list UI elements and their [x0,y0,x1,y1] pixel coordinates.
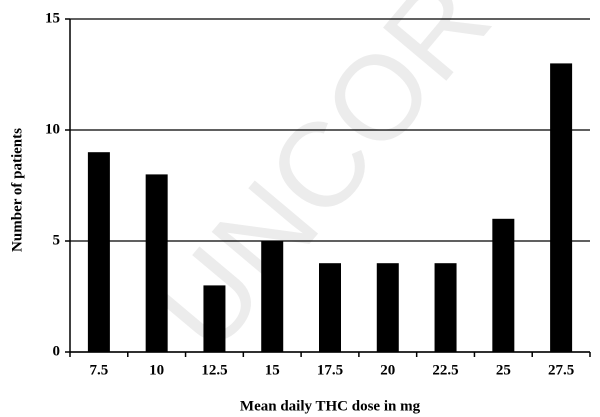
x-tick-label: 27.5 [548,362,574,378]
x-tick-label: 25 [496,362,511,378]
bar [145,174,168,352]
y-tick-label: 0 [53,343,61,359]
x-tick-label: 10 [149,362,164,378]
bar [376,263,399,352]
bar [434,263,457,352]
x-tick-label: 22.5 [432,362,458,378]
y-axis-label: Number of patients [9,128,25,252]
x-tick-label: 17.5 [317,362,343,378]
x-tick-label: 12.5 [201,362,227,378]
bar [492,218,515,352]
bar [550,63,573,353]
bar [203,285,226,352]
x-axis-label: Mean daily THC dose in mg [240,398,421,414]
y-tick-label: 10 [45,121,60,137]
bar [87,152,110,352]
x-tick-label: 15 [265,362,280,378]
bar [319,263,341,352]
y-tick-label: 5 [53,232,61,248]
y-tick-label: 15 [45,10,60,26]
x-tick-label: 7.5 [90,362,109,378]
bar [261,241,284,352]
x-tick-label: 20 [380,362,395,378]
